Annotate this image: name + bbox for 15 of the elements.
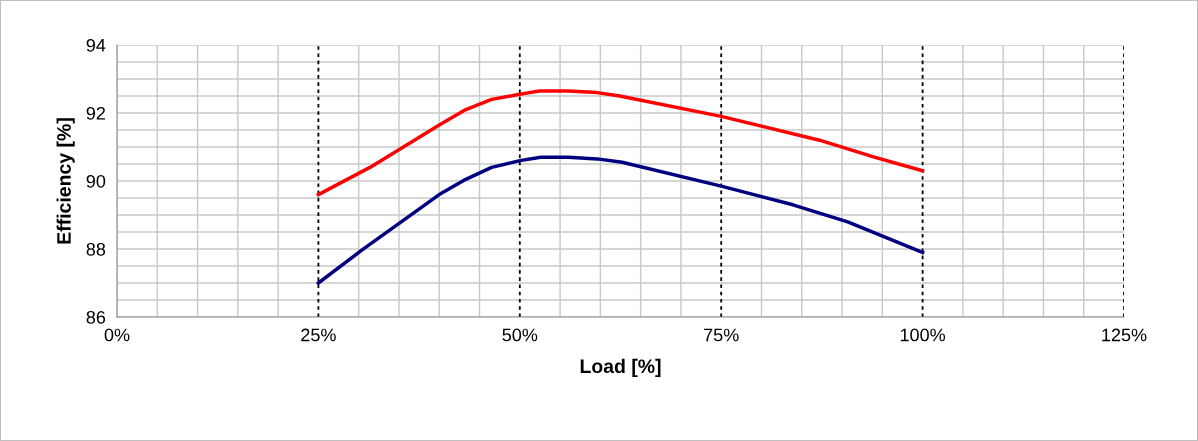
line-series <box>316 89 925 197</box>
y-tick-label: 88 <box>86 242 106 256</box>
line-series <box>316 155 925 285</box>
x-tick-label: 25% <box>301 328 336 342</box>
x-tick-label: 125% <box>1102 328 1147 342</box>
x-tick-label: 75% <box>704 328 739 342</box>
x-tick-label: 50% <box>502 328 538 342</box>
y-tick-label: 94 <box>86 38 106 52</box>
y-axis-title: Efficiency [%] <box>56 118 75 244</box>
y-tick-label: 92 <box>86 106 105 120</box>
y-tick-label: 86 <box>86 310 106 324</box>
x-axis-title: Load [%] <box>580 358 661 377</box>
x-tick-label: 0% <box>104 328 130 342</box>
y-tick-label: 90 <box>86 174 106 188</box>
x-tick-label: 100% <box>900 328 946 342</box>
